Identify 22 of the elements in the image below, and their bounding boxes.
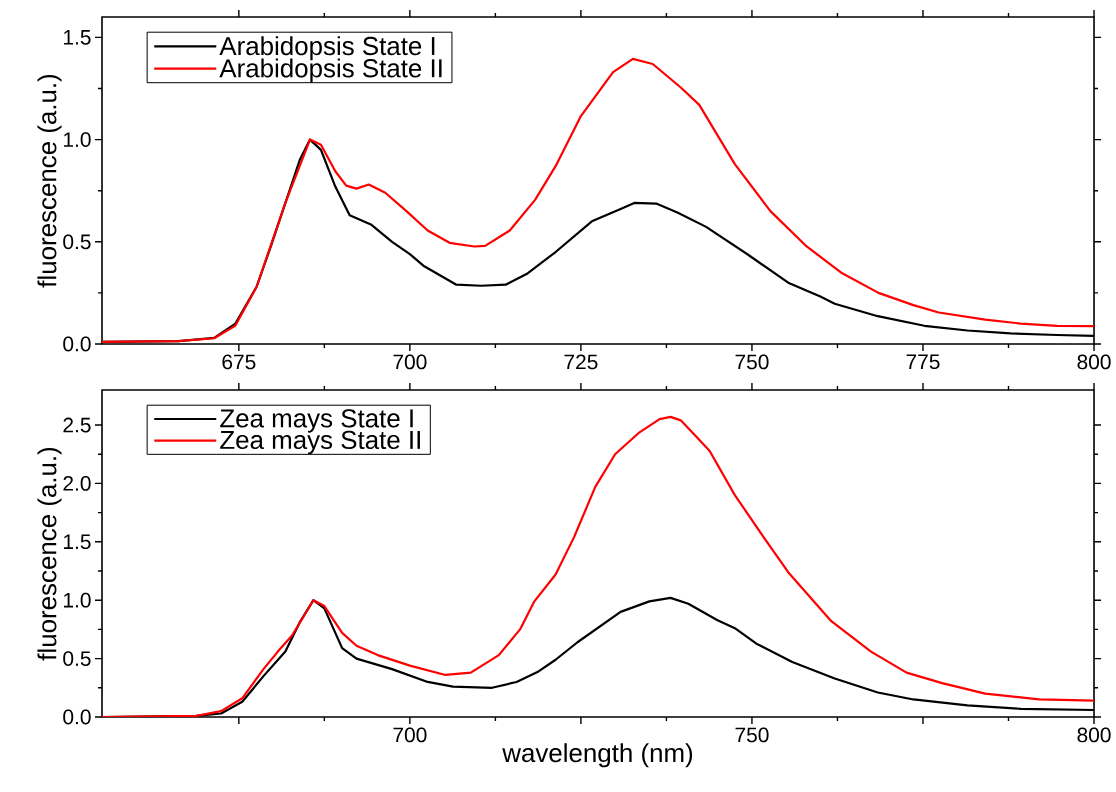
y-tick-label: 0.0 xyxy=(63,336,91,352)
y-tick-label: 2.0 xyxy=(63,476,91,491)
x-tick-label: 750 xyxy=(735,727,769,743)
x-tick-label: 675 xyxy=(222,354,256,370)
x-tick-label: 725 xyxy=(564,354,598,370)
y-tick-label: 1.0 xyxy=(64,592,91,608)
y-tick-label: 0.0 xyxy=(63,709,91,725)
x-tick-label: 700 xyxy=(393,727,427,743)
y-tick-label: 1.5 xyxy=(64,30,91,45)
x-axis-title: wavelength (nm) xyxy=(502,743,693,768)
y-tick-label: 0.5 xyxy=(63,651,91,666)
y-axis-title: fluorescence (a.u.) xyxy=(37,74,62,288)
x-tick-label: 800 xyxy=(1077,354,1111,370)
x-tick-label: 750 xyxy=(735,354,769,370)
x-tick-label: 700 xyxy=(393,354,427,370)
y-axis-title: fluorescence (a.u.) xyxy=(37,447,62,661)
x-tick-label: 800 xyxy=(1077,727,1111,743)
x-tick-label: 775 xyxy=(906,354,940,370)
y-tick-label: 0.5 xyxy=(63,234,91,250)
y-tick-label: 2.5 xyxy=(63,417,91,433)
y-tick-label: 1.5 xyxy=(64,534,91,550)
y-tick-label: 1.0 xyxy=(64,132,91,148)
